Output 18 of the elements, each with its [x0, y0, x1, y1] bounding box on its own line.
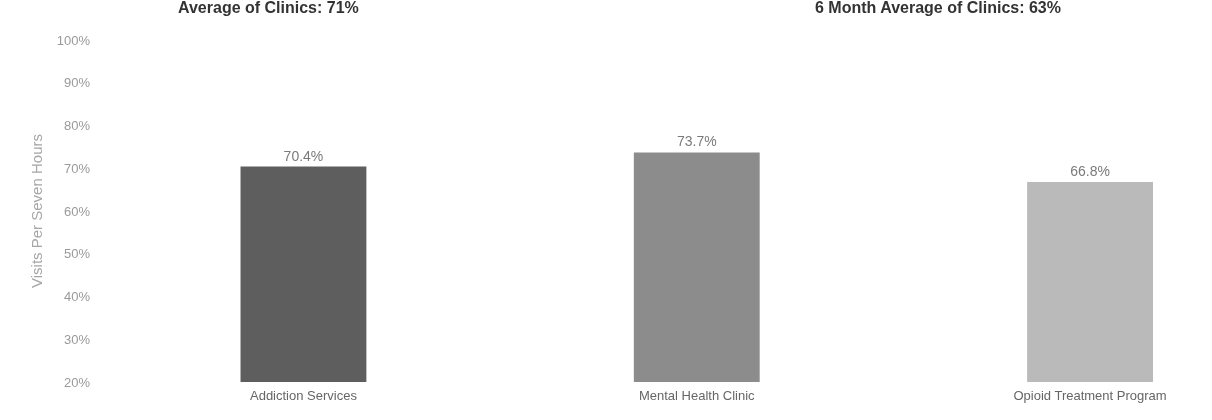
- text: 6 Month Average of Clinics: 63%: [815, 0, 1061, 16]
- y-tick-label: 50%: [63, 246, 91, 262]
- y-tick-label: 90%: [63, 75, 91, 91]
- y-tick-label: 30%: [63, 331, 91, 347]
- y-tick-label: 60%: [63, 203, 91, 219]
- y-axis-title: Visits Per Seven Hours: [28, 134, 45, 288]
- y-tick-label: 20%: [63, 374, 91, 390]
- x-tick-label: Addiction Services: [249, 388, 358, 403]
- text: Average of Clinics: 71%: [178, 0, 359, 16]
- y-tick-label: 70%: [63, 160, 91, 176]
- data-label: 70.4%: [283, 147, 324, 164]
- data-label: 66.8%: [1070, 162, 1110, 179]
- y-tick-label: 80%: [63, 118, 91, 134]
- data-label: 73.7%: [676, 133, 717, 150]
- y-tick-label: 100%: [56, 32, 91, 48]
- x-tick-label: Mental Health Clinic: [638, 388, 756, 403]
- y-tick-label: 40%: [63, 289, 91, 305]
- x-tick-label: Opioid Treatment Program: [1013, 388, 1167, 403]
